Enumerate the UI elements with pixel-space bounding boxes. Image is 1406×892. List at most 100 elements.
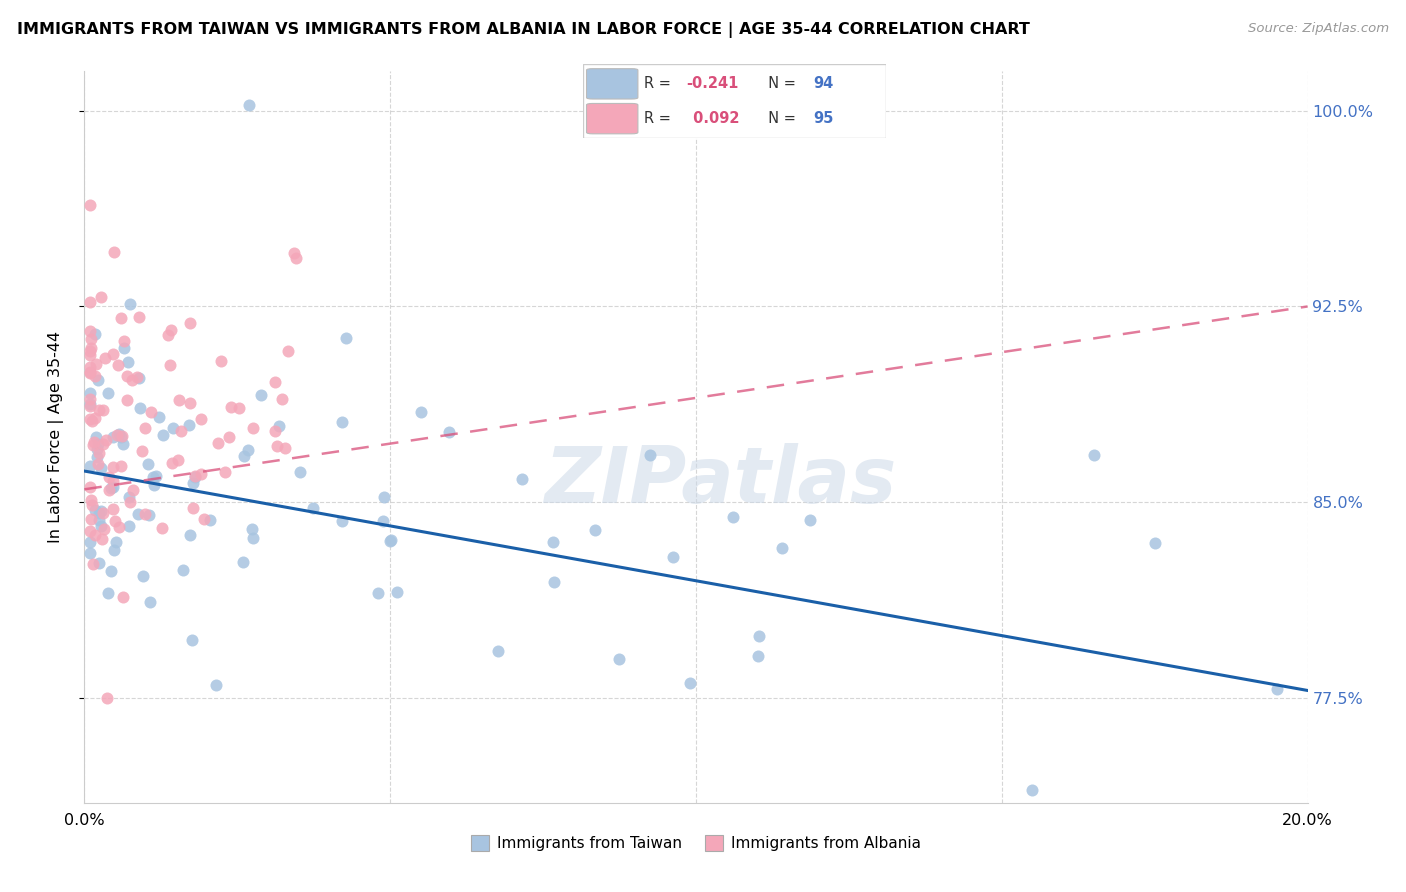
Point [240, 523, 263, 537]
Point [183, 475, 205, 490]
Point [1143, 536, 1166, 550]
Point [79, 534, 101, 549]
Point [108, 519, 131, 533]
Point [118, 518, 141, 533]
Point [121, 374, 143, 388]
Point [104, 514, 127, 528]
Point [373, 491, 395, 505]
Point [266, 439, 288, 453]
Point [209, 353, 232, 368]
Point [80, 341, 103, 355]
Point [115, 392, 138, 407]
Point [541, 534, 564, 549]
Point [90, 504, 112, 518]
Point [136, 457, 159, 471]
Point [80, 493, 103, 508]
Point [83, 410, 105, 425]
Point [283, 245, 305, 260]
Point [79, 459, 101, 474]
Point [84, 430, 107, 444]
Point [93, 351, 115, 365]
Point [86, 442, 108, 457]
Point [112, 341, 135, 355]
Point [132, 569, 155, 583]
Point [274, 441, 297, 455]
Point [110, 311, 132, 326]
Point [103, 430, 125, 444]
Point [93, 523, 115, 537]
Point [90, 532, 112, 546]
Point [87, 373, 110, 387]
Point [80, 498, 103, 512]
Point [79, 198, 101, 212]
Point [143, 478, 166, 492]
Point [79, 365, 101, 379]
Point [91, 506, 114, 520]
Point [145, 469, 167, 483]
Text: 0.092: 0.092 [688, 112, 740, 126]
Point [103, 501, 125, 516]
Point [335, 331, 357, 345]
Point [232, 554, 254, 568]
Point [79, 360, 101, 375]
Point [97, 385, 120, 400]
Point [583, 523, 606, 537]
Text: IMMIGRANTS FROM TAIWAN VS IMMIGRANTS FROM ALBANIA IN LABOR FORCE | AGE 35-44 COR: IMMIGRANTS FROM TAIWAN VS IMMIGRANTS FRO… [17, 22, 1029, 38]
Point [167, 392, 190, 407]
Point [79, 399, 101, 413]
Point [118, 297, 141, 311]
Point [723, 510, 745, 524]
Point [118, 490, 141, 504]
Legend: Immigrants from Taiwan, Immigrants from Albania: Immigrants from Taiwan, Immigrants from … [465, 830, 927, 857]
Point [87, 513, 110, 527]
Point [104, 535, 127, 549]
Point [267, 419, 290, 434]
Point [1265, 682, 1288, 697]
Point [367, 585, 389, 599]
Point [242, 420, 264, 434]
Point [607, 652, 630, 666]
FancyBboxPatch shape [586, 103, 638, 134]
Point [139, 595, 162, 609]
Point [152, 427, 174, 442]
Point [184, 470, 207, 484]
Point [409, 405, 432, 419]
Point [101, 474, 124, 488]
Text: N =: N = [759, 77, 800, 91]
Point [380, 533, 402, 547]
Point [179, 417, 201, 432]
Point [437, 425, 460, 439]
Point [179, 528, 201, 542]
Point [486, 644, 509, 658]
Point [79, 392, 101, 406]
Point [373, 515, 395, 529]
Point [284, 251, 307, 265]
Point [179, 396, 201, 410]
Point [180, 633, 202, 648]
Point [1083, 448, 1105, 462]
Point [156, 328, 179, 343]
Point [162, 420, 184, 434]
Point [87, 403, 110, 417]
Point [159, 358, 181, 372]
Point [139, 405, 162, 419]
Point [79, 524, 101, 538]
Point [160, 456, 183, 470]
Point [79, 546, 101, 560]
Point [131, 443, 153, 458]
Point [193, 512, 215, 526]
Y-axis label: In Labor Force | Age 35-44: In Labor Force | Age 35-44 [48, 331, 63, 543]
Point [80, 512, 103, 526]
Text: 94: 94 [813, 77, 834, 91]
Point [84, 327, 107, 342]
Point [661, 550, 683, 565]
Text: Source: ZipAtlas.com: Source: ZipAtlas.com [1249, 22, 1389, 36]
Point [184, 468, 207, 483]
Point [80, 332, 103, 346]
Point [205, 678, 228, 692]
Point [96, 691, 118, 706]
Point [385, 584, 408, 599]
Point [125, 370, 148, 384]
Point [79, 412, 101, 426]
Point [100, 482, 122, 496]
